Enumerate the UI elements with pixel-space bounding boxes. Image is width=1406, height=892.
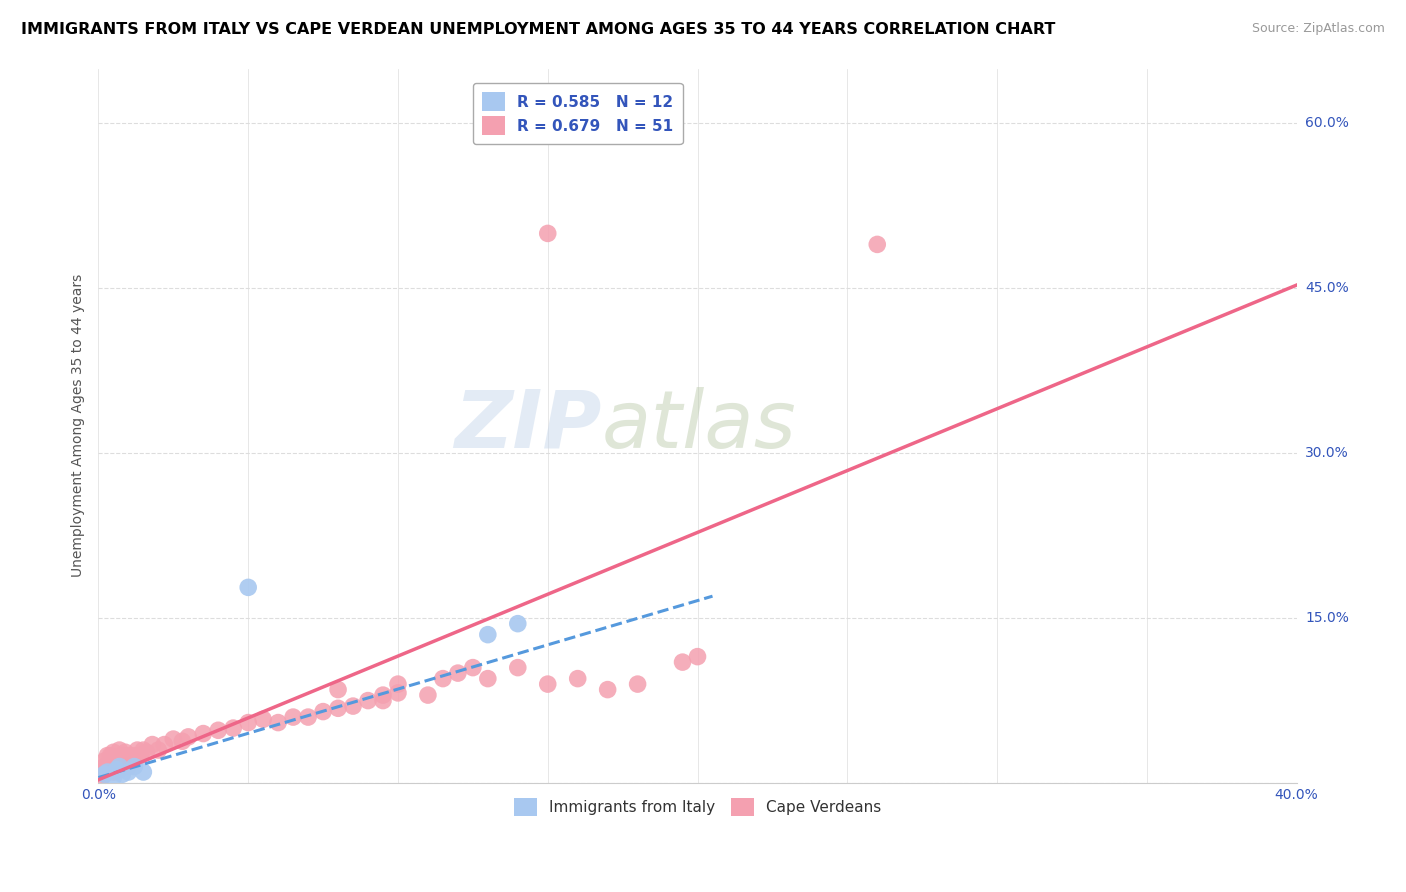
Point xyxy=(108,743,131,757)
Point xyxy=(252,712,274,726)
Point xyxy=(416,688,439,702)
Point xyxy=(90,765,112,780)
Point xyxy=(117,765,139,780)
Point xyxy=(117,759,139,773)
Point xyxy=(461,660,484,674)
Legend: Immigrants from Italy, Cape Verdeans: Immigrants from Italy, Cape Verdeans xyxy=(505,789,890,825)
Point xyxy=(96,759,118,773)
Point xyxy=(267,715,290,730)
Point xyxy=(108,759,131,773)
Point xyxy=(506,660,529,674)
Point xyxy=(537,677,560,691)
Point xyxy=(111,748,134,763)
Point xyxy=(103,745,125,759)
Point xyxy=(105,752,128,766)
Point xyxy=(124,759,146,773)
Point xyxy=(177,730,200,744)
Point xyxy=(100,763,122,777)
Point xyxy=(567,672,589,686)
Point xyxy=(93,767,115,781)
Point xyxy=(432,672,454,686)
Point xyxy=(686,649,709,664)
Point xyxy=(326,682,349,697)
Text: 45.0%: 45.0% xyxy=(1305,281,1348,295)
Point xyxy=(105,759,128,773)
Point xyxy=(626,677,648,691)
Point xyxy=(103,765,125,780)
Point xyxy=(96,765,118,780)
Text: 30.0%: 30.0% xyxy=(1305,446,1348,460)
Point xyxy=(108,763,131,777)
Point xyxy=(127,743,149,757)
Text: ZIP: ZIP xyxy=(454,387,602,465)
Text: Source: ZipAtlas.com: Source: ZipAtlas.com xyxy=(1251,22,1385,36)
Point xyxy=(193,726,215,740)
Point xyxy=(114,756,136,771)
Point xyxy=(342,699,364,714)
Point xyxy=(132,743,155,757)
Point xyxy=(135,745,157,759)
Point xyxy=(162,732,184,747)
Text: 60.0%: 60.0% xyxy=(1305,117,1348,130)
Point xyxy=(357,693,380,707)
Point xyxy=(207,723,229,738)
Point xyxy=(297,710,319,724)
Point xyxy=(111,767,134,781)
Point xyxy=(477,627,499,641)
Text: 15.0%: 15.0% xyxy=(1305,611,1348,625)
Point xyxy=(96,748,118,763)
Point xyxy=(96,765,118,780)
Point xyxy=(326,701,349,715)
Point xyxy=(100,748,122,763)
Point xyxy=(120,754,142,768)
Point xyxy=(105,763,128,777)
Point xyxy=(100,756,122,771)
Point xyxy=(111,759,134,773)
Point xyxy=(103,756,125,771)
Point xyxy=(103,771,125,785)
Point xyxy=(477,672,499,686)
Point xyxy=(281,710,304,724)
Point xyxy=(866,237,889,252)
Point xyxy=(387,677,409,691)
Text: IMMIGRANTS FROM ITALY VS CAPE VERDEAN UNEMPLOYMENT AMONG AGES 35 TO 44 YEARS COR: IMMIGRANTS FROM ITALY VS CAPE VERDEAN UN… xyxy=(21,22,1056,37)
Point xyxy=(671,655,693,669)
Point xyxy=(238,580,260,594)
Point xyxy=(132,765,155,780)
Point xyxy=(108,754,131,768)
Point xyxy=(596,682,619,697)
Point xyxy=(148,743,170,757)
Point xyxy=(238,715,260,730)
Point xyxy=(117,748,139,763)
Point xyxy=(93,754,115,768)
Point xyxy=(537,227,560,241)
Point xyxy=(141,738,163,752)
Point xyxy=(129,748,152,763)
Point xyxy=(93,759,115,773)
Point xyxy=(172,734,194,748)
Text: atlas: atlas xyxy=(602,387,796,465)
Point xyxy=(114,745,136,759)
Point xyxy=(506,616,529,631)
Point xyxy=(90,771,112,785)
Point xyxy=(222,721,245,735)
Point xyxy=(447,666,470,681)
Point xyxy=(371,693,394,707)
Y-axis label: Unemployment Among Ages 35 to 44 years: Unemployment Among Ages 35 to 44 years xyxy=(72,274,86,577)
Point xyxy=(124,748,146,763)
Point xyxy=(93,767,115,781)
Point xyxy=(387,686,409,700)
Point xyxy=(153,738,176,752)
Point xyxy=(312,705,335,719)
Point xyxy=(371,688,394,702)
